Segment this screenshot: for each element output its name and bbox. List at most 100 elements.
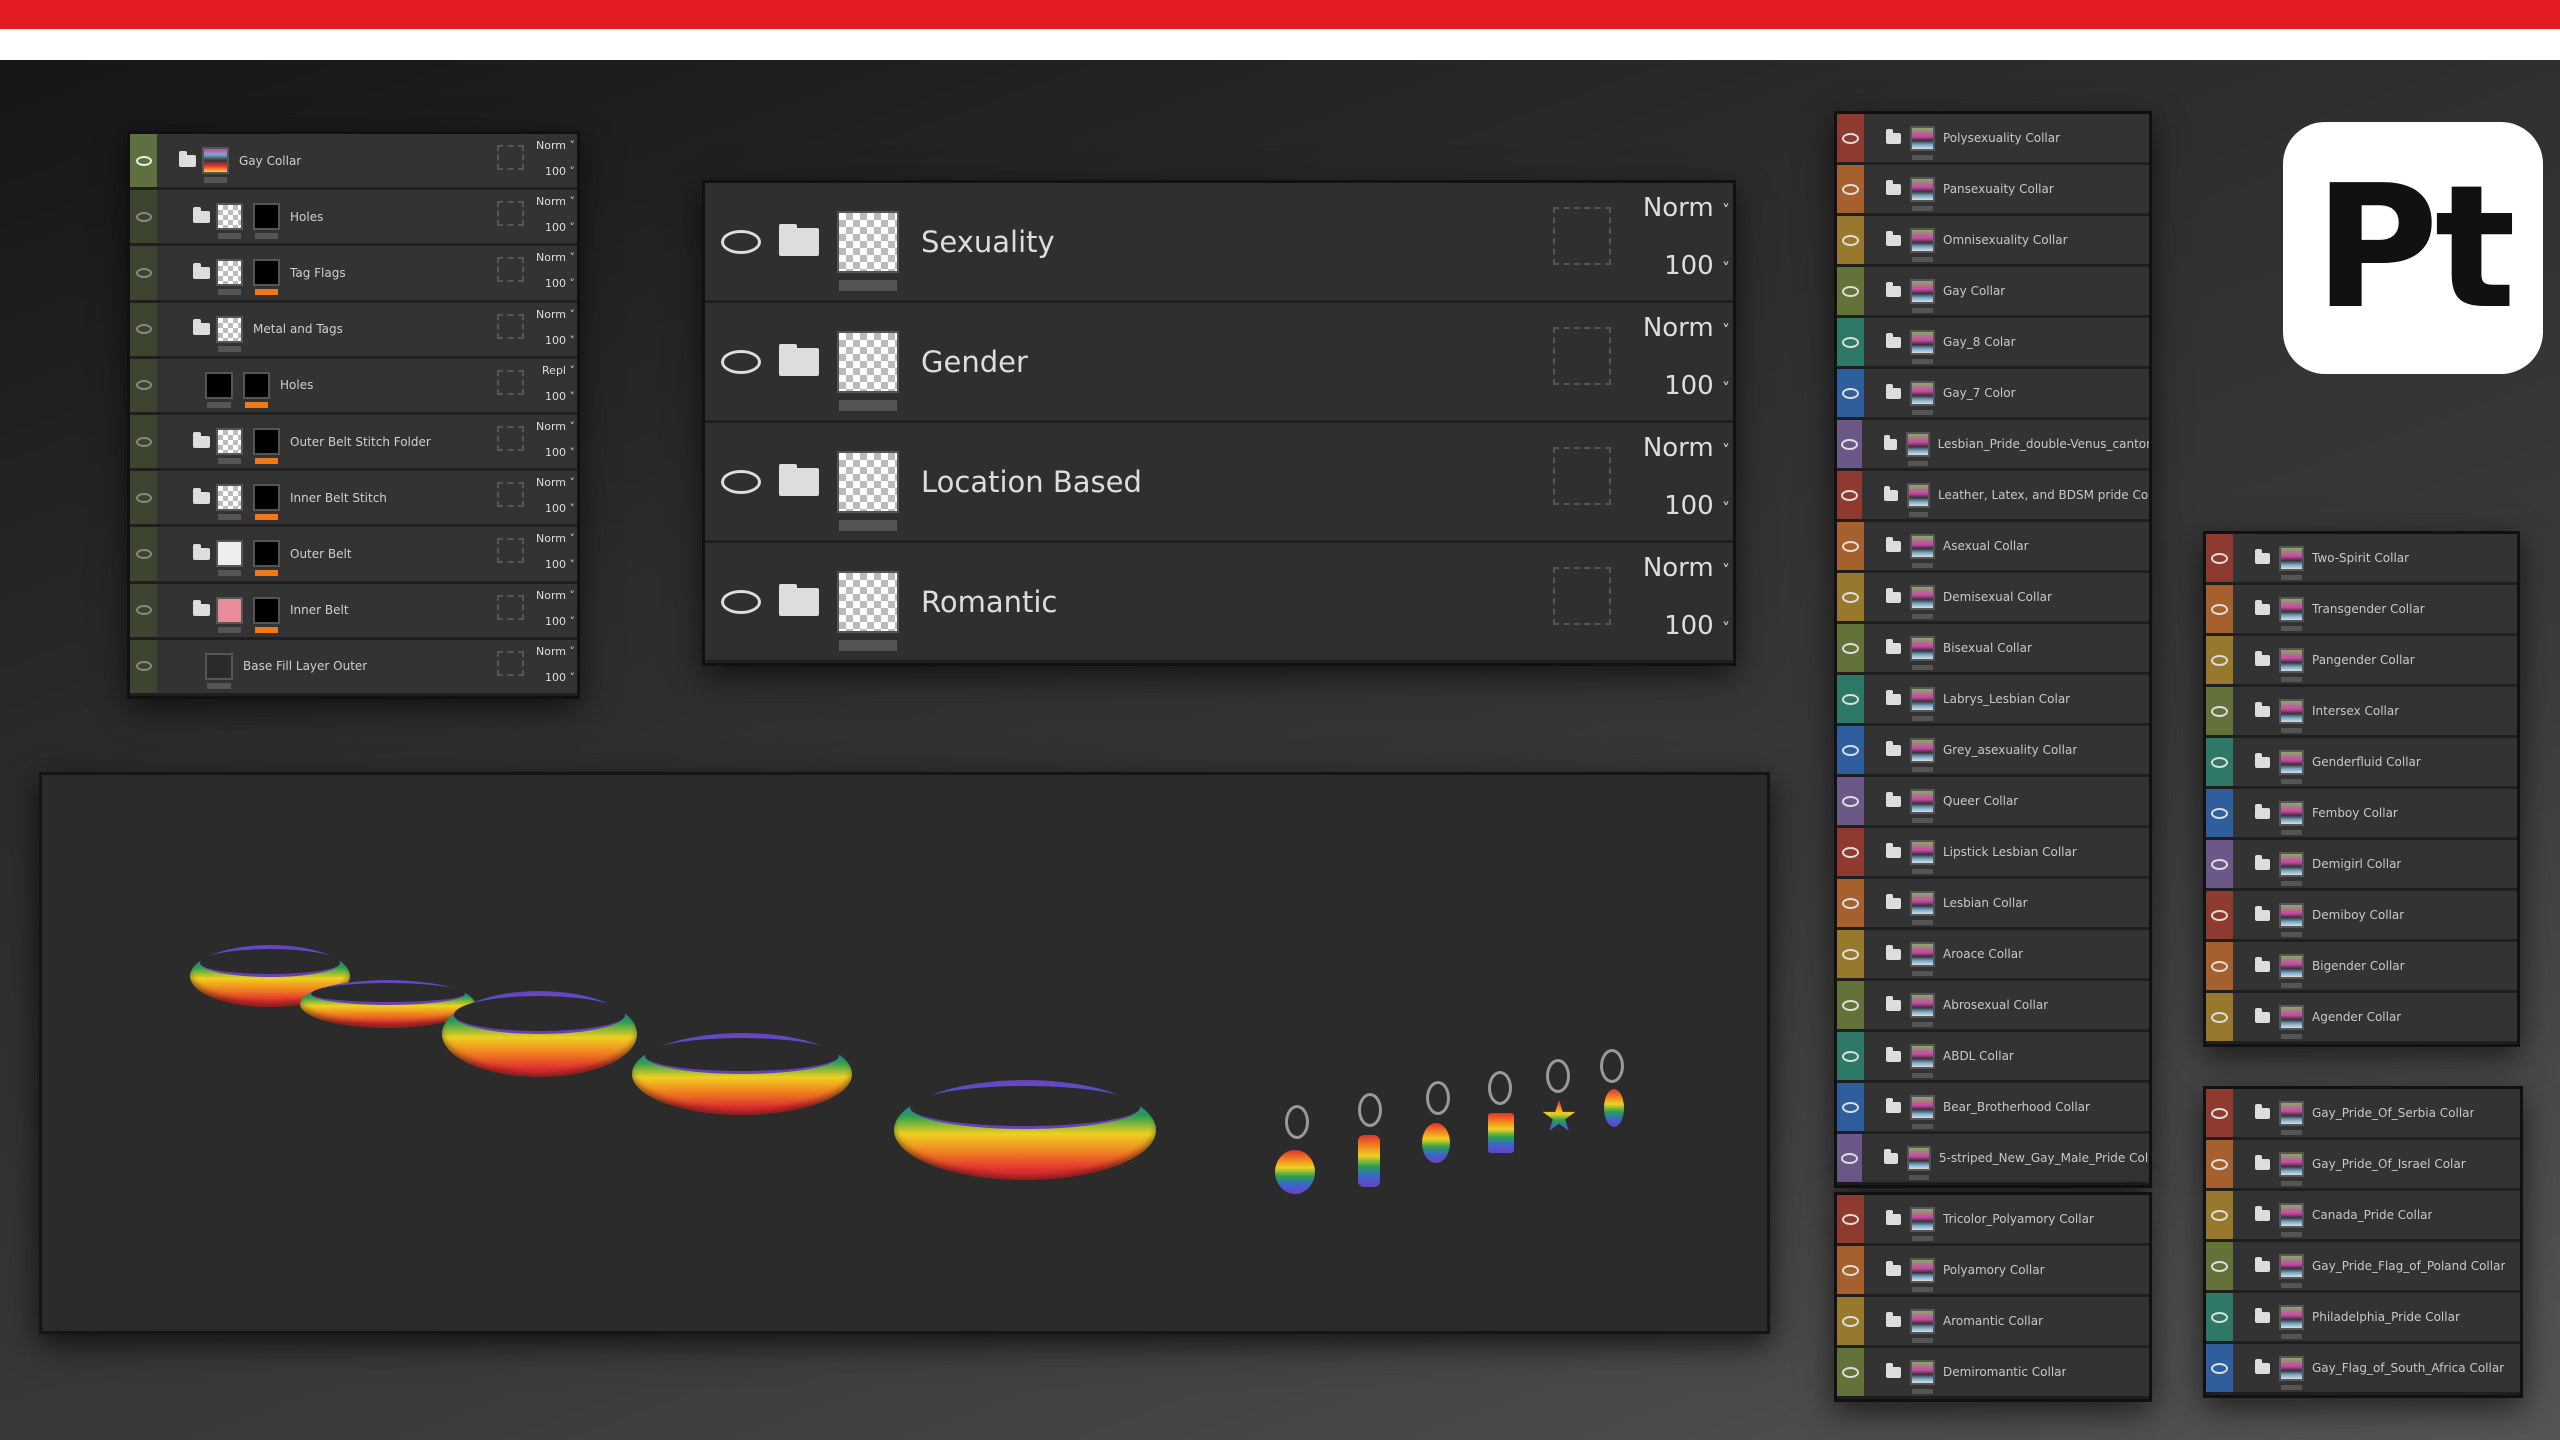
visibility-toggle[interactable]	[1837, 930, 1864, 978]
layer-row[interactable]: Holes Norm ˅ 100 ˅	[130, 190, 577, 247]
opacity-dropdown[interactable]: 100 ˅	[545, 333, 575, 347]
category-layer-row[interactable]: Location Based Norm ˅ 100 ˅	[705, 423, 1733, 543]
collar-layer-row[interactable]: Lesbian Collar	[1837, 879, 2149, 930]
visibility-toggle[interactable]	[1837, 1083, 1864, 1131]
visibility-toggle[interactable]	[1837, 1246, 1864, 1294]
visibility-toggle[interactable]	[1837, 165, 1864, 213]
visibility-toggle[interactable]	[1837, 573, 1864, 621]
opacity-dropdown[interactable]: 100 ˅	[1664, 251, 1730, 281]
eye-icon[interactable]	[721, 469, 761, 494]
layer-row[interactable]: Outer Belt Stitch Folder Norm ˅ 100 ˅	[130, 414, 577, 472]
visibility-toggle[interactable]	[2206, 1344, 2233, 1392]
collar-layer-row[interactable]: Femboy Collar	[2206, 789, 2517, 840]
collar-layer-row[interactable]: Agender Collar	[2206, 993, 2517, 1044]
visibility-toggle[interactable]	[1837, 318, 1864, 366]
collar-layer-row[interactable]: Abrosexual Collar	[1837, 981, 2149, 1032]
visibility-toggle[interactable]	[2206, 534, 2233, 582]
collar-layer-row[interactable]: Demisexual Collar	[1837, 573, 2149, 624]
visibility-toggle[interactable]	[1837, 522, 1864, 570]
blend-mode-dropdown[interactable]: Norm ˅	[535, 251, 575, 265]
layer-row[interactable]: Base Fill Layer Outer Norm ˅ 100 ˅	[130, 639, 577, 696]
visibility-toggle[interactable]	[1837, 726, 1864, 774]
collar-layer-row[interactable]: Bisexual Collar	[1837, 624, 2149, 675]
collar-layer-row[interactable]: Demigirl Collar	[2206, 840, 2517, 891]
collar-layer-row[interactable]: Gay_Pride_Of_Serbia Collar	[2206, 1089, 2520, 1140]
category-layer-row[interactable]: Gender Norm ˅ 100 ˅	[705, 303, 1733, 423]
blend-mode-dropdown[interactable]: Norm ˅	[1642, 313, 1730, 343]
visibility-toggle[interactable]	[130, 246, 157, 300]
collar-layer-row[interactable]: Labrys_Lesbian Colar	[1837, 675, 2149, 726]
collar-layer-row[interactable]: Grey_asexuality Collar	[1837, 726, 2149, 777]
blend-mode-dropdown[interactable]: Norm ˅	[535, 307, 575, 321]
visibility-toggle[interactable]	[130, 358, 157, 412]
collar-layer-row[interactable]: 5-striped_New_Gay_Male_Pride Collar	[1837, 1134, 2149, 1185]
visibility-toggle[interactable]	[1837, 1348, 1864, 1396]
3d-viewport[interactable]	[39, 772, 1770, 1334]
collar-layer-row[interactable]: Gay_Pride_Flag_of_Poland Collar	[2206, 1242, 2520, 1293]
category-layer-row[interactable]: Romantic Norm ˅ 100 ˅	[705, 543, 1733, 663]
collar-layer-row[interactable]: Polysexuality Collar	[1837, 114, 2149, 165]
visibility-toggle[interactable]	[2206, 942, 2233, 990]
opacity-dropdown[interactable]: 100 ˅	[545, 670, 575, 684]
blend-mode-dropdown[interactable]: Norm ˅	[1642, 193, 1730, 223]
collar-layer-row[interactable]: Gay_Flag_of_South_Africa Collar	[2206, 1344, 2520, 1395]
category-layer-row[interactable]: Sexuality Norm ˅ 100 ˅	[705, 183, 1733, 303]
visibility-toggle[interactable]	[1837, 675, 1864, 723]
opacity-dropdown[interactable]: 100 ˅	[545, 277, 575, 291]
blend-mode-dropdown[interactable]: Norm ˅	[535, 532, 575, 546]
blend-mode-dropdown[interactable]: Norm ˅	[1642, 553, 1730, 583]
blend-mode-dropdown[interactable]: Repl ˅	[542, 363, 575, 377]
collar-layer-row[interactable]: ABDL Collar	[1837, 1032, 2149, 1083]
visibility-toggle[interactable]	[2206, 585, 2233, 633]
visibility-toggle[interactable]	[2206, 738, 2233, 786]
collar-layer-row[interactable]: Pangender Collar	[2206, 636, 2517, 687]
eye-icon[interactable]	[721, 589, 761, 614]
collar-layer-row[interactable]: Polyamory Collar	[1837, 1246, 2149, 1297]
blend-mode-dropdown[interactable]: Norm ˅	[535, 588, 575, 602]
opacity-dropdown[interactable]: 100 ˅	[545, 502, 575, 516]
eye-icon[interactable]	[721, 229, 761, 254]
collar-layer-row[interactable]: Bear_Brotherhood Collar	[1837, 1083, 2149, 1134]
opacity-dropdown[interactable]: 100 ˅	[545, 221, 575, 235]
blend-mode-dropdown[interactable]: Norm ˅	[535, 139, 575, 152]
visibility-toggle[interactable]	[1837, 777, 1864, 825]
visibility-toggle[interactable]	[1837, 1032, 1864, 1080]
layer-row[interactable]: Inner Belt Stitch Norm ˅ 100 ˅	[130, 471, 577, 528]
visibility-toggle[interactable]	[1837, 1195, 1864, 1243]
opacity-dropdown[interactable]: 100 ˅	[545, 165, 575, 178]
visibility-toggle[interactable]	[1837, 981, 1864, 1029]
collar-layer-row[interactable]: Aroace Collar	[1837, 930, 2149, 981]
opacity-dropdown[interactable]: 100 ˅	[1664, 491, 1730, 521]
visibility-toggle[interactable]	[1837, 267, 1864, 315]
collar-layer-row[interactable]: Two-Spirit Collar	[2206, 534, 2517, 585]
visibility-toggle[interactable]	[2206, 636, 2233, 684]
collar-layer-row[interactable]: Canada_Pride Collar	[2206, 1191, 2520, 1242]
visibility-toggle[interactable]	[130, 302, 157, 356]
layer-row[interactable]: Outer Belt Norm ˅ 100 ˅	[130, 527, 577, 584]
visibility-toggle[interactable]	[1837, 369, 1864, 417]
visibility-toggle[interactable]	[1837, 1134, 1863, 1182]
collar-layer-row[interactable]: Asexual Collar	[1837, 522, 2149, 573]
eye-icon[interactable]	[721, 349, 761, 374]
layer-row[interactable]: Tag Flags Norm ˅ 100 ˅	[130, 246, 577, 303]
collar-layer-row[interactable]: Leather, Latex, and BDSM pride Collar	[1837, 471, 2149, 522]
collar-layer-row[interactable]: Intersex Collar	[2206, 687, 2517, 738]
collar-layer-row[interactable]: Transgender Collar	[2206, 585, 2517, 636]
blend-mode-dropdown[interactable]: Norm ˅	[1642, 433, 1730, 463]
opacity-dropdown[interactable]: 100 ˅	[545, 558, 575, 572]
visibility-toggle[interactable]	[2206, 1191, 2233, 1239]
collar-layer-row[interactable]: Demiboy Collar	[2206, 891, 2517, 942]
visibility-toggle[interactable]	[1837, 879, 1864, 927]
visibility-toggle[interactable]	[130, 190, 157, 244]
collar-layer-row[interactable]: Philadelphia_Pride Collar	[2206, 1293, 2520, 1344]
visibility-toggle[interactable]	[2206, 1242, 2233, 1290]
collar-layer-row[interactable]: Lesbian_Pride_double-Venus_canton ...	[1837, 420, 2149, 471]
opacity-dropdown[interactable]: 100 ˅	[1664, 611, 1730, 641]
visibility-toggle[interactable]	[1837, 1297, 1864, 1345]
layer-row[interactable]: Inner Belt Norm ˅ 100 ˅	[130, 583, 577, 640]
blend-mode-dropdown[interactable]: Norm ˅	[535, 195, 575, 209]
collar-layer-row[interactable]: Genderfluid Collar	[2206, 738, 2517, 789]
visibility-toggle[interactable]	[130, 583, 157, 637]
visibility-toggle[interactable]	[2206, 687, 2233, 735]
layer-row[interactable]: Holes Repl ˅ 100 ˅	[130, 358, 577, 415]
